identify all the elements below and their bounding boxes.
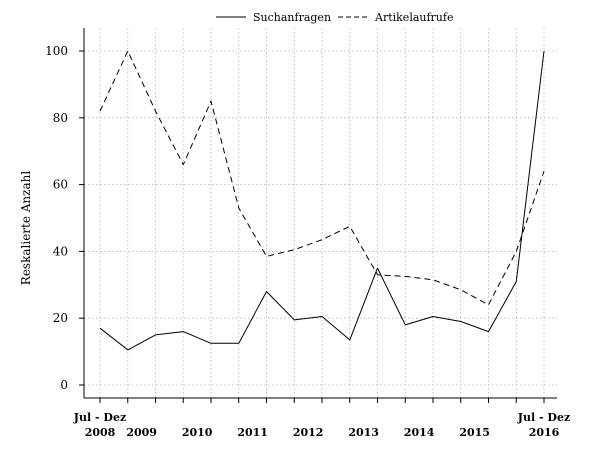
- x-tick-label-year: 2013: [348, 426, 379, 439]
- legend-label: Artikelaufrufe: [374, 11, 453, 24]
- x-tick-label-period: Jul - Dez: [517, 411, 570, 424]
- y-axis-title: Reskalierte Anzahl: [19, 171, 33, 286]
- x-tick-label-year: 2008: [85, 426, 116, 439]
- y-tick-label: 0: [60, 378, 68, 392]
- series-line-suchanfragen: [99, 50, 545, 351]
- x-tick-label-period: Jul - Dez: [73, 411, 126, 424]
- y-tick-label: 80: [53, 111, 68, 125]
- y-tick-label: 40: [53, 244, 68, 258]
- y-tick-label: 60: [53, 178, 68, 192]
- axes: [79, 28, 557, 403]
- grid: [84, 28, 557, 398]
- series-line-artikelaufrufe: [99, 50, 545, 306]
- legend-label: Suchanfragen: [253, 11, 331, 24]
- y-tick-label: 20: [53, 311, 68, 325]
- x-tick-label-year: 2012: [293, 426, 324, 439]
- series: [99, 50, 545, 351]
- x-tick-label-year: 2016: [529, 426, 560, 439]
- tick-labels: 0 20 40 60 80 100 Jul - Dez 2008 2009 2010 2011 201…: [45, 44, 570, 439]
- x-tick-label-year: 2010: [182, 426, 213, 439]
- x-tick-label-year: 2015: [459, 426, 490, 439]
- x-tick-label-year: 2009: [126, 426, 157, 439]
- legend: Suchanfragen Artikelaufrufe: [216, 11, 453, 24]
- y-tick-label: 100: [45, 44, 68, 58]
- x-tick-label-year: 2014: [404, 426, 435, 439]
- x-tick-label-year: 2011: [237, 426, 268, 439]
